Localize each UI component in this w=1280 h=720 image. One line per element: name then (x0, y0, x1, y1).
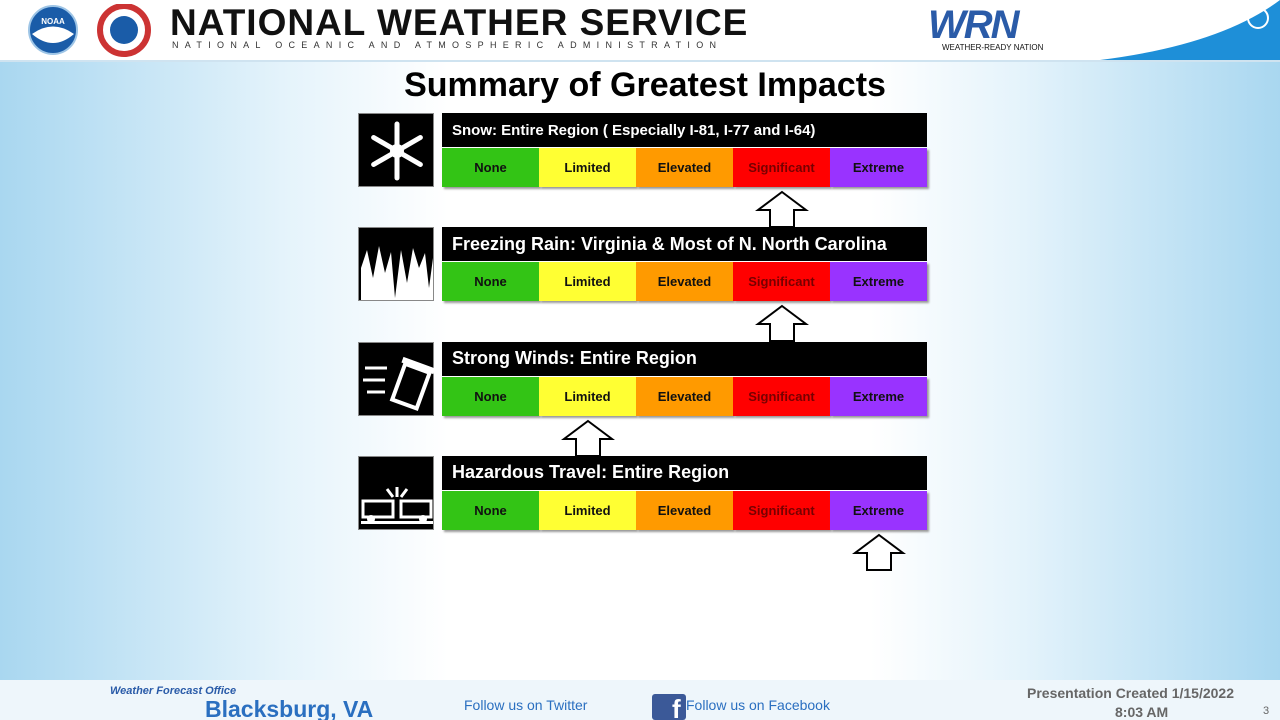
impact-icon (358, 227, 434, 302)
impact-icon (358, 113, 434, 187)
level-cell: None (442, 262, 539, 302)
header: NOAA NATIONAL WEATHER SERVICE NATIONAL O… (0, 0, 1280, 62)
logos: NOAA (28, 4, 151, 57)
level-cell: Extreme (830, 148, 927, 187)
level-cell: Limited (539, 490, 636, 530)
level-cell: None (442, 376, 539, 416)
level-cell: Limited (539, 148, 636, 187)
level-cell: Elevated (636, 262, 733, 302)
impact-icon (358, 341, 436, 416)
level-cell: Significant (733, 490, 830, 530)
level-arrow (754, 190, 809, 228)
wrn-logo: WRN (928, 3, 1020, 47)
header-subtitle: NATIONAL OCEANIC AND ATMOSPHERIC ADMINIS… (172, 40, 723, 50)
created: Presentation Created 1/15/2022 (1027, 685, 1234, 701)
level-cell: Elevated (636, 148, 733, 187)
level-cell: None (442, 490, 539, 530)
level-cell: Elevated (636, 490, 733, 530)
wrn-caption: WEATHER-READY NATION (942, 43, 1044, 52)
facebook-link[interactable]: Follow us on Facebook (686, 697, 830, 713)
icon-graphic (361, 486, 433, 524)
impact-title: Snow: Entire Region ( Especially I-81, I… (442, 113, 927, 147)
slide-title: Summary of Greatest Impacts (404, 66, 886, 104)
impact-title: Freezing Rain: Virginia & Most of N. Nor… (442, 227, 927, 262)
impact-title: Hazardous Travel: Entire Region (442, 455, 927, 490)
header-title: NATIONAL WEATHER SERVICE (170, 2, 749, 43)
level-cell: Elevated (636, 376, 733, 416)
created-time: 8:03 AM (1115, 704, 1169, 720)
level-cell: Extreme (830, 376, 927, 416)
office: Blacksburg, VA (205, 696, 374, 720)
icon-graphic (361, 230, 433, 301)
icon-graphic (363, 356, 436, 411)
level-cell: None (442, 148, 539, 187)
facebook-icon: f (652, 694, 686, 720)
footer: Weather Forecast Office Blacksburg, VA F… (0, 680, 1280, 720)
svg-text:f: f (672, 694, 681, 720)
office-label: Weather Forecast Office (110, 685, 237, 697)
impact-icon (358, 455, 434, 530)
level-cell: Significant (733, 262, 830, 302)
page-number: 3 (1263, 705, 1270, 717)
level-arrow (754, 305, 809, 343)
noaa-logo: NOAA (41, 17, 65, 26)
level-cell: Extreme (830, 490, 927, 530)
icon-graphic (371, 121, 423, 181)
level-cell: Significant (733, 148, 830, 187)
level-cell: Limited (539, 376, 636, 416)
impact-title: Strong Winds: Entire Region (442, 341, 927, 376)
swoosh (1100, 0, 1280, 60)
level-cell: Limited (539, 262, 636, 302)
level-cell: Significant (733, 376, 830, 416)
level-arrow (560, 419, 615, 457)
level-arrow (851, 533, 906, 571)
twitter-link[interactable]: Follow us on Twitter (464, 697, 588, 713)
level-cell: Extreme (830, 262, 927, 302)
